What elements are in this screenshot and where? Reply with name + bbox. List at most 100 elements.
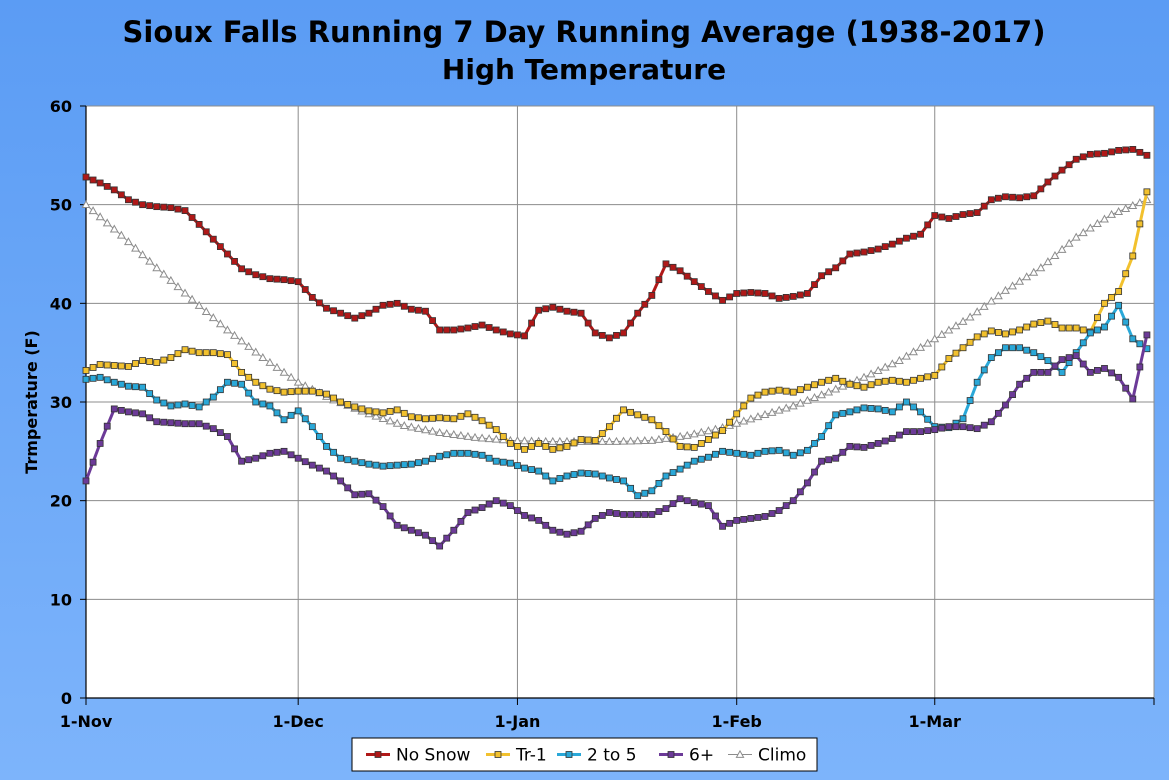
data-point bbox=[337, 477, 345, 485]
data-point bbox=[521, 445, 528, 453]
data-point bbox=[245, 456, 253, 464]
data-point bbox=[895, 377, 903, 385]
data-point bbox=[662, 505, 670, 512]
data-point bbox=[655, 422, 663, 430]
data-point bbox=[251, 347, 261, 356]
data-point bbox=[259, 400, 267, 408]
data-point bbox=[372, 408, 380, 416]
data-point bbox=[917, 374, 924, 382]
data-point bbox=[782, 294, 790, 301]
data-point bbox=[450, 526, 458, 534]
chart-title: Sioux Falls Running 7 Day Running Averag… bbox=[123, 15, 1046, 49]
data-point bbox=[514, 331, 521, 339]
data-point bbox=[938, 363, 946, 371]
data-point bbox=[690, 278, 698, 286]
data-point bbox=[1136, 340, 1144, 348]
data-point bbox=[909, 347, 918, 356]
data-point bbox=[1129, 146, 1137, 153]
data-point bbox=[662, 472, 670, 480]
data-point bbox=[117, 380, 125, 388]
data-point bbox=[910, 232, 917, 240]
data-point bbox=[117, 362, 125, 370]
data-point bbox=[1044, 317, 1052, 325]
data-point bbox=[683, 443, 691, 451]
data-point bbox=[535, 517, 543, 524]
data-point bbox=[1108, 294, 1115, 301]
data-point bbox=[252, 271, 260, 279]
data-point bbox=[521, 464, 528, 472]
data-point bbox=[323, 442, 330, 450]
data-point bbox=[365, 460, 373, 468]
data-point bbox=[903, 428, 910, 436]
grid-lines bbox=[86, 106, 1154, 698]
data-point bbox=[1079, 360, 1087, 368]
data-point bbox=[535, 467, 543, 475]
data-point bbox=[733, 410, 741, 418]
legend-swatch-marker bbox=[494, 751, 502, 758]
data-point bbox=[832, 454, 840, 462]
data-point bbox=[761, 290, 769, 297]
data-point bbox=[811, 440, 818, 447]
data-point bbox=[584, 470, 592, 477]
data-point bbox=[208, 313, 218, 322]
data-point bbox=[874, 245, 882, 253]
data-point bbox=[379, 503, 387, 510]
data-point bbox=[542, 472, 550, 480]
data-point bbox=[415, 529, 422, 537]
data-point bbox=[598, 472, 606, 480]
data-point bbox=[273, 387, 281, 395]
data-point bbox=[202, 398, 210, 406]
data-point bbox=[429, 317, 436, 325]
data-point bbox=[620, 329, 627, 337]
data-point bbox=[528, 442, 535, 450]
data-point bbox=[873, 365, 883, 375]
data-point bbox=[767, 407, 777, 416]
data-point bbox=[719, 296, 726, 304]
data-point bbox=[605, 334, 613, 342]
data-point bbox=[216, 350, 224, 358]
data-point bbox=[895, 237, 903, 245]
data-point bbox=[1129, 395, 1137, 403]
data-point bbox=[1009, 193, 1016, 201]
data-point bbox=[272, 362, 282, 371]
data-point bbox=[1065, 161, 1073, 169]
data-point bbox=[556, 528, 564, 536]
data-point bbox=[1023, 346, 1031, 354]
data-point bbox=[903, 398, 910, 406]
data-point bbox=[95, 212, 105, 221]
data-point bbox=[697, 440, 705, 447]
data-point bbox=[888, 435, 896, 442]
data-point bbox=[188, 214, 196, 221]
data-point bbox=[648, 511, 656, 518]
series-layer bbox=[81, 146, 1152, 550]
data-point bbox=[627, 511, 635, 518]
data-point bbox=[1058, 356, 1066, 363]
data-point bbox=[436, 542, 444, 550]
data-point bbox=[754, 514, 762, 521]
data-point bbox=[1065, 354, 1073, 362]
data-point bbox=[563, 442, 571, 450]
data-point bbox=[1094, 367, 1101, 374]
data-point bbox=[1122, 270, 1130, 278]
data-point bbox=[471, 450, 479, 458]
data-point bbox=[1122, 384, 1130, 392]
data-point bbox=[1016, 326, 1024, 334]
data-point bbox=[697, 500, 705, 508]
data-point bbox=[924, 415, 932, 423]
data-point bbox=[407, 413, 415, 421]
data-point bbox=[818, 378, 825, 386]
data-point bbox=[392, 418, 402, 427]
data-point bbox=[223, 325, 232, 334]
data-point bbox=[549, 526, 557, 534]
data-point bbox=[145, 256, 155, 265]
data-point bbox=[1064, 238, 1074, 247]
data-point bbox=[867, 405, 875, 412]
data-point bbox=[846, 408, 854, 416]
data-point bbox=[224, 351, 231, 359]
data-point bbox=[337, 398, 345, 406]
data-point bbox=[683, 461, 691, 469]
data-point bbox=[187, 294, 197, 303]
data-point bbox=[153, 396, 161, 404]
data-point bbox=[740, 402, 748, 410]
data-point bbox=[82, 367, 90, 374]
